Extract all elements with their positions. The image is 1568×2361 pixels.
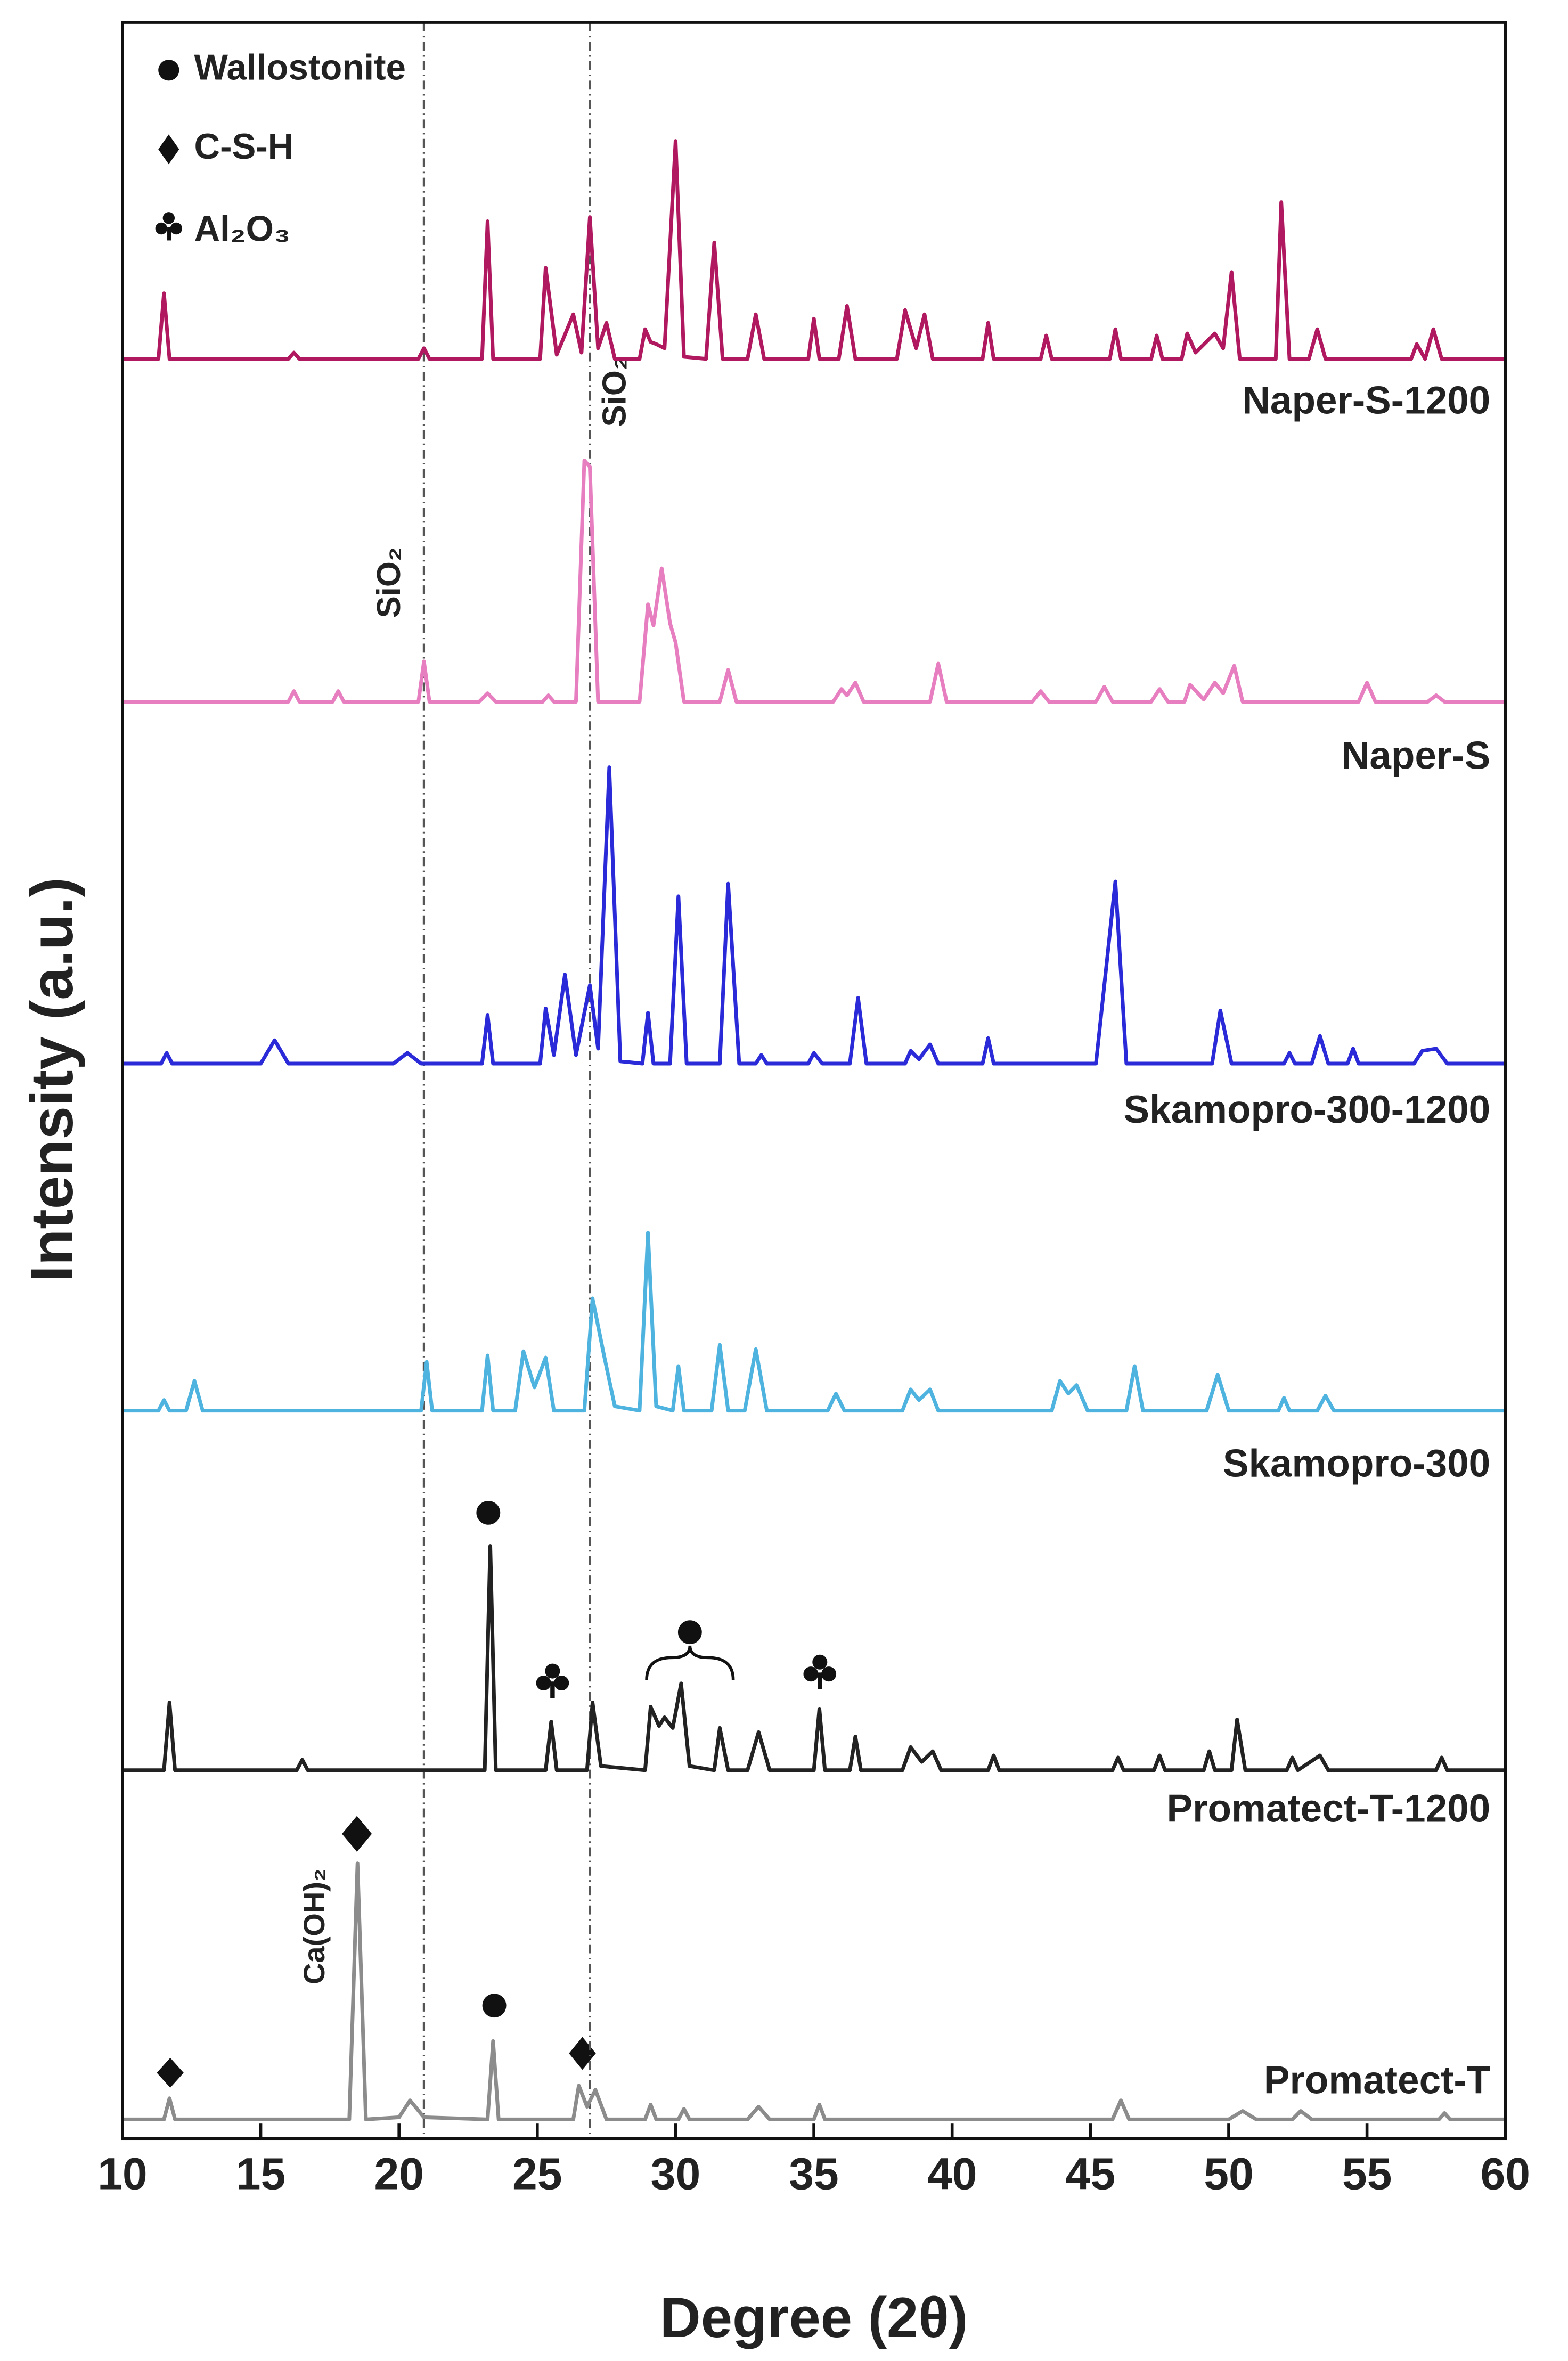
series-line (122, 1861, 1506, 2121)
series-label: Naper-S (1342, 734, 1490, 778)
legend-diamond (158, 134, 179, 165)
x-tick-label: 10 (97, 2148, 148, 2199)
x-tick-label: 20 (374, 2148, 424, 2199)
annotation: Ca(OH)₂ (297, 1868, 331, 1984)
legend-club (155, 212, 183, 241)
x-tick-label: 25 (512, 2148, 562, 2199)
phase-marker (482, 1994, 507, 2018)
phase-marker (677, 1620, 702, 1645)
series-line (122, 1231, 1506, 1413)
x-tick-label: 50 (1204, 2148, 1254, 2199)
legend-circle (158, 60, 179, 81)
series-line (122, 139, 1506, 361)
brace (645, 1645, 735, 1680)
series-label: Skamopro-300-1200 (1123, 1088, 1490, 1131)
phase-legend-label: Al₂O₃ (194, 209, 290, 249)
annotation: SiO₂ (371, 547, 407, 618)
x-tick-label: 35 (789, 2148, 839, 2199)
phase-legend-label: C-S-H (194, 127, 293, 167)
phase-marker (536, 1663, 569, 1698)
x-tick-label: 45 (1066, 2148, 1116, 2199)
series-label: Skamopro-300 (1223, 1442, 1490, 1485)
x-tick-label: 40 (927, 2148, 977, 2199)
annotation: SiO₂ (596, 356, 633, 427)
series-label: Naper-S-1200 (1242, 379, 1490, 422)
series-label: Promatect-T-1200 (1167, 1787, 1491, 1830)
series-line (122, 1544, 1506, 1772)
phase-legend-label: Wallostonite (194, 48, 405, 88)
x-axis-title: Degree (2θ) (660, 2286, 968, 2349)
y-axis-title: Intensity (a.u.) (18, 877, 85, 1282)
phase-marker (803, 1654, 837, 1689)
phase-marker (476, 1500, 501, 1525)
x-tick-label: 15 (236, 2148, 286, 2199)
x-tick-label: 55 (1342, 2148, 1392, 2199)
series-line (122, 458, 1506, 704)
phase-marker (342, 1816, 372, 1852)
x-tick-label: 60 (1480, 2148, 1530, 2199)
phase-marker (157, 2057, 184, 2088)
x-tick-label: 30 (651, 2148, 701, 2199)
series-line (122, 765, 1506, 1066)
series-label: Promatect-T (1264, 2059, 1490, 2102)
